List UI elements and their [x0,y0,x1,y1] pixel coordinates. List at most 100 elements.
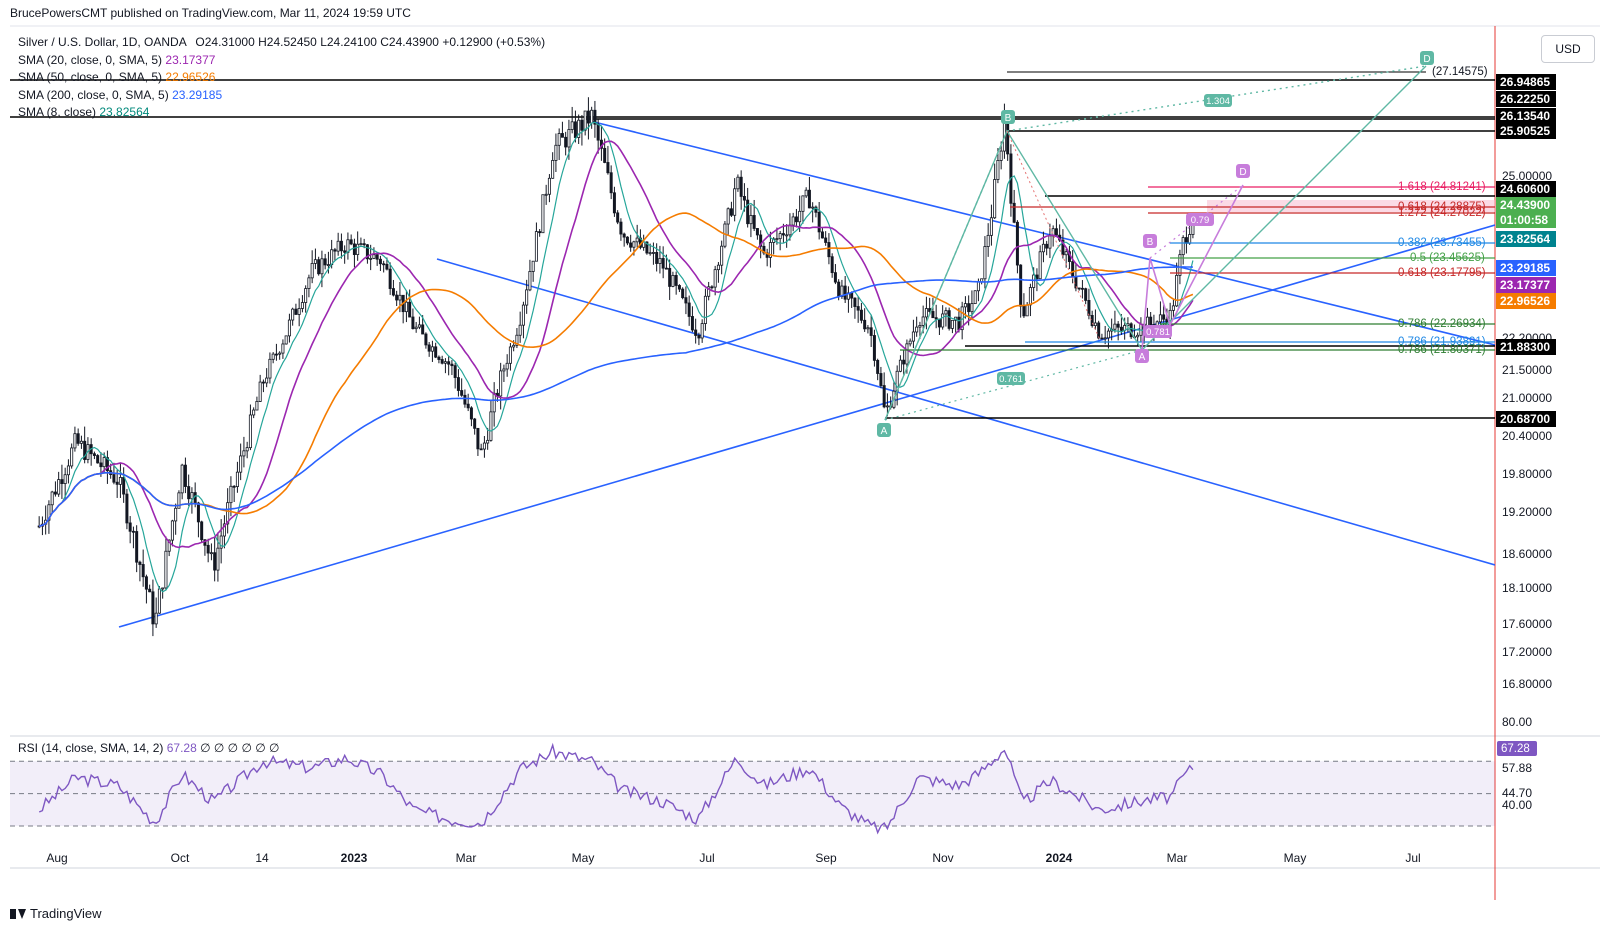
candle-body [411,316,415,330]
pattern-ratio-badge [1186,213,1214,226]
candle-body [967,303,971,313]
pattern-point-badge [877,423,891,437]
candle-body [320,258,324,275]
candle-body [632,241,636,248]
currency-selector[interactable]: USD [1541,35,1595,63]
candle-body [1015,221,1019,266]
candle-body [398,294,402,301]
candle-body [1162,314,1166,320]
candle-body [885,405,889,408]
price-tick-label: 17.60000 [1502,617,1552,631]
fib-drawings[interactable]: (27.14575) 1.618 (24.81241) 0.618 (24.2887… [900,66,1495,356]
red-dotted-leg [1006,130,1101,341]
candle-body [645,241,649,254]
candle-body [658,258,662,264]
candle-body [1080,287,1084,290]
candle-body [326,264,330,266]
candle-body [391,288,395,296]
candle-body [271,353,275,360]
price-label-text: 23.29185 [1500,261,1550,275]
candle-body [794,216,798,223]
candle-body [785,234,789,237]
candle-body [261,381,265,384]
price-axis[interactable]: 25.0000024.4000022.2000021.5000021.00000… [1502,169,1552,691]
time-tick-label: Nov [932,851,953,865]
candle-body [528,271,532,291]
candle-body [963,303,967,308]
candle-body [437,356,441,360]
pattern-ratio-label: 0.761 [999,374,1023,385]
legend-sma20-label: SMA (20, close, 0, SMA, 5) [18,52,163,67]
legend-sma20-value: 23.17377 [165,52,216,67]
candle-body [434,346,438,358]
candle-body [479,448,483,451]
candle-body [287,319,291,337]
price-tick-label: 21.00000 [1502,391,1552,405]
tradingview-brand[interactable]: TradingView [10,906,102,921]
candle-body [196,502,200,523]
candle-body [73,433,77,449]
candle-body [635,237,639,243]
candle-body [408,301,412,318]
candle-body [1116,323,1120,328]
candle-body [554,144,558,161]
pattern-point-label: A [1139,352,1146,363]
candle-body [177,492,181,509]
candle-body [736,176,740,190]
candle-body [216,547,220,571]
candle-body [1045,243,1049,249]
rsi-tick-label: 57.88 [1502,761,1532,775]
candle-body [882,385,886,408]
candle-body [976,281,980,292]
candle-body [681,288,685,299]
price-label-badge [1496,260,1556,276]
candle-body [547,177,551,195]
candle-body [648,252,652,255]
legend-sma200[interactable]: SMA (200, close, 0, SMA, 5) 23.29185 [18,87,545,105]
fib-level-label: 0.5 (23.45625) [1410,252,1485,264]
price-label-badge [1496,212,1556,228]
legend-symbol-row: Silver / U.S. Dollar, 1D, OANDA O24.3100… [18,34,545,52]
candle-body [651,252,655,254]
legend-sma8[interactable]: SMA (8, close) 23.82564 [18,104,545,122]
legend-sma200-label: SMA (200, close, 0, SMA, 5) [18,87,169,102]
candle-body [388,268,392,289]
candle-body [908,340,912,345]
candle-body [180,464,184,494]
candle-body [209,552,213,555]
legend-sma50[interactable]: SMA (50, close, 0, SMA, 5) 22.96526 [18,69,545,87]
harmonic-patterns[interactable]: A B D B D A 1.304 0.761 0.781 0.79 [877,51,1434,437]
time-tick-label: 2024 [1046,851,1073,865]
publisher-line: BrucePowersCMT published on TradingView.… [10,6,411,20]
candle-body [174,507,178,522]
price-tick-label: 21.50000 [1502,363,1552,377]
candle-body [222,523,226,537]
legend-symbol[interactable]: Silver / U.S. Dollar, 1D, OANDA [18,35,187,49]
candle-body [983,246,987,280]
candle-body [349,239,353,245]
candle-body [430,346,434,352]
price-label-text: 21.88300 [1500,340,1550,354]
price-label-text: 25.90525 [1500,124,1550,138]
pattern-point-label: B [1147,237,1154,248]
candle-body [905,343,909,365]
trend-drawings[interactable] [10,71,1495,628]
time-axis[interactable]: Aug Oct 14 2023 Mar May Jul Sep Nov 2024 Mar May Jul [46,851,1420,865]
candle-body [749,215,753,225]
rsi-legend-value: 67.28 [166,741,197,755]
candle-body [768,242,772,258]
pattern-ratio-label: 0.79 [1191,215,1210,226]
candle-body [726,208,730,225]
price-label-text: 01:00:58 [1500,213,1548,227]
rsi-legend[interactable]: RSI (14, close, SMA, 14, 2) 67.28 ∅ ∅ ∅ … [18,741,280,755]
sma-8-line [39,121,1194,593]
candle-body [856,306,860,311]
candle-body [476,427,480,450]
candle-body [778,233,782,240]
candle-body [577,119,581,138]
candle-body [915,326,919,333]
legend-sma20[interactable]: SMA (20, close, 0, SMA, 5) 23.17377 [18,52,545,70]
